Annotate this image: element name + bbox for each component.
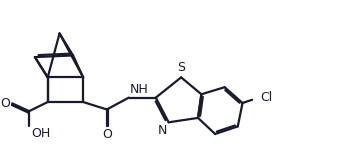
Text: S: S: [177, 61, 185, 74]
Text: N: N: [158, 124, 167, 137]
Text: OH: OH: [31, 127, 50, 140]
Text: O: O: [102, 128, 112, 141]
Text: Cl: Cl: [260, 91, 272, 104]
Text: NH: NH: [130, 83, 149, 96]
Text: O: O: [1, 97, 10, 110]
